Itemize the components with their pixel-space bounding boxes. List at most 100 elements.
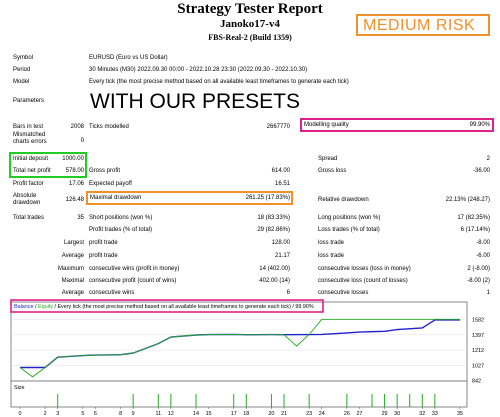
x-tick-label-13: 20: [268, 411, 274, 417]
avg-losses-value: 1: [486, 290, 490, 296]
legend-equity: Equity: [38, 304, 53, 310]
avg-profit-label: profit trade: [89, 253, 118, 259]
max-loss-count-label: consecutive loss (count of losses): [318, 278, 408, 284]
relative-dd-value: 22.13% (248.27): [445, 197, 490, 203]
x-tick-label-15: 23: [306, 411, 312, 417]
total-trades-label: Total trades: [13, 215, 45, 221]
model-label: Model: [13, 79, 30, 85]
y-tick-label-0: 1582: [472, 318, 484, 324]
risk-label: MEDIUM RISK: [363, 17, 476, 34]
long-value: 17 (82.35%): [457, 215, 490, 221]
bars-value: 2008: [70, 124, 84, 130]
x-tick-label-19: 29: [382, 411, 388, 417]
legend: Balance / Equity / Every tick (the most …: [14, 304, 314, 310]
series-layer: [19, 318, 460, 378]
legend-rest: / Every tick (the most precise method ba…: [53, 304, 295, 310]
presets-banner: WITH OUR PRESETS: [90, 90, 301, 113]
net-profit-value: 578.00: [65, 168, 84, 174]
total-trades-value: 35: [77, 215, 84, 221]
x-tick-label-20: 30: [394, 411, 400, 417]
profit-trades-value: 29 (82.86%): [257, 227, 290, 233]
max-dd-label: Maximal drawdown: [90, 195, 142, 201]
initial-deposit-label: Initial deposit: [13, 156, 49, 162]
x-tick-label-23: 35: [457, 411, 463, 417]
avg-wins-value: 6: [286, 290, 290, 296]
ticks-label: Ticks modelled: [89, 124, 129, 130]
x-tick-label-5: 8: [119, 411, 122, 417]
quality-label: Modelling quality: [304, 122, 349, 128]
x-tick-label-16: 24: [319, 411, 325, 417]
largest-profit-label: profit trade: [89, 240, 118, 246]
legend-highlight: [10, 299, 324, 313]
server-build: FBS-Real-2 (Build 1359): [208, 33, 292, 42]
avg-losses-label: consecutive losses: [318, 290, 369, 296]
max-loss-count-value: -8.00 (2): [467, 278, 490, 284]
avg-profit-value: 21.17: [274, 253, 290, 259]
balance-chart: Balance / Equity / Every tick (the most …: [10, 299, 484, 417]
quality-highlight: [300, 118, 494, 132]
absolute-dd-label-2: drawdown: [13, 200, 41, 206]
x-tick-label-3: 5: [81, 411, 84, 417]
x-tick-label-17: 26: [344, 411, 350, 417]
legend-balance: Balance: [14, 304, 33, 310]
avg-loss-value: -6.00: [476, 253, 490, 259]
quality-value: 99.90%: [469, 122, 490, 128]
gross-loss-value: -36.00: [472, 168, 490, 174]
mismatch-label-1: Mismatched: [13, 132, 46, 138]
size-layer: [57, 394, 436, 407]
x-tick-label-6: 9: [132, 411, 135, 417]
symbol-value: EURUSD (Euro vs US Dollar): [89, 55, 168, 61]
max-dd-highlight: [86, 191, 293, 205]
legend-quality: 99.90%: [295, 304, 313, 310]
max-wins-money-label: consecutive wins (profit in money): [89, 266, 180, 272]
long-label: Long positions (won %): [318, 215, 381, 221]
gross-profit-label: Gross profit: [89, 168, 121, 174]
maximum-label: Maximum: [57, 266, 84, 272]
x-tick-label-21: 32: [419, 411, 425, 417]
loss-trades-value: 6 (17.14%): [460, 227, 490, 233]
x-tick-label-12: 18: [243, 411, 249, 417]
chart-frame: [10, 301, 468, 408]
max-profit-count-value: 402.00 (14): [259, 278, 290, 284]
y-tick-label-3: 1027: [472, 363, 484, 369]
x-tick-label-22: 33: [432, 411, 438, 417]
max-wins-money-value: 14 (402.00): [259, 266, 290, 272]
max-losses-money-value: 2 (-8.00): [467, 266, 490, 272]
net-profit-label: Total net profit: [13, 168, 51, 174]
x-tick-label-11: 17: [231, 411, 237, 417]
y-tick-label-4: 842: [472, 378, 481, 384]
max-losses-money-label: consecutive losses (loss in money): [318, 266, 411, 272]
relative-dd-label: Relative drawdown: [318, 197, 369, 203]
largest-loss-label: loss trade: [318, 240, 345, 246]
x-tick-label-2: 3: [56, 411, 59, 417]
short-label: Short positions (won %): [89, 215, 153, 221]
gross-profit-value: 614.00: [271, 168, 290, 174]
avg-loss-label: loss trade: [318, 253, 345, 259]
largest-loss-value: -8.00: [476, 240, 490, 246]
parameters-label: Parameters: [13, 98, 45, 104]
initial-deposit-value: 1000.00: [62, 156, 84, 162]
deposit-highlight: [9, 152, 87, 178]
absolute-dd-value: 126.48: [65, 197, 84, 203]
profit-factor-label: Profit factor: [13, 181, 44, 187]
expected-payoff-value: 16.51: [274, 181, 290, 187]
bars-label: Bars in test: [13, 124, 44, 130]
x-tick-label-7: 11: [155, 411, 161, 417]
largest-label: Largest: [63, 240, 84, 246]
maximal-label: Maximal: [61, 278, 84, 284]
spread-value: 2: [486, 156, 490, 162]
x-tick-label-0: 0: [19, 411, 22, 417]
x-tick-label-1: 2: [44, 411, 47, 417]
mismatch-label-2: charts errors: [13, 139, 47, 145]
average-label: Average: [61, 253, 84, 259]
largest-profit-value: 128.00: [271, 240, 290, 246]
short-value: 18 (83.33%): [257, 215, 290, 221]
ea-name: Janoko17-v4: [220, 18, 280, 30]
x-tick-label-18: 27: [356, 411, 362, 417]
profit-factor-value: 17.06: [68, 181, 84, 187]
profit-trades-label: Profit trades (% of total): [89, 227, 153, 233]
y-tick-label-2: 1212: [472, 348, 484, 354]
period-label: Period: [13, 67, 31, 73]
x-tick-label-4: 6: [94, 411, 97, 417]
max-dd-value: 261.25 (17.83%): [245, 195, 290, 201]
